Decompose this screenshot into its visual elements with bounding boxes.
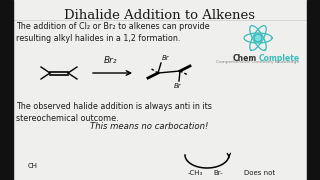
Text: The addition of Cl₂ or Br₂ to alkenes can provide
resulting alkyl halides in a 1: The addition of Cl₂ or Br₂ to alkenes ca… <box>16 22 210 43</box>
Circle shape <box>254 34 262 42</box>
Text: This means no carbocation!: This means no carbocation! <box>90 122 208 131</box>
Text: -CH₃: -CH₃ <box>188 170 203 176</box>
Text: Does not: Does not <box>244 170 276 176</box>
Text: Br₂: Br₂ <box>104 56 118 65</box>
Circle shape <box>255 35 260 40</box>
Text: CH: CH <box>28 163 38 169</box>
Text: Dihalide Addition to Alkenes: Dihalide Addition to Alkenes <box>65 9 255 22</box>
Text: Chem: Chem <box>233 54 257 63</box>
Text: Br: Br <box>174 83 182 89</box>
Bar <box>307 0 320 180</box>
Bar <box>0 0 13 180</box>
Text: The observed halide addition is always anti in its
stereochemical outcome.: The observed halide addition is always a… <box>16 102 212 123</box>
Text: Br-: Br- <box>213 170 223 176</box>
Text: Complete: Complete <box>259 54 300 63</box>
Text: Comprehensive Chemistry Knowledge: Comprehensive Chemistry Knowledge <box>216 60 300 64</box>
Text: Br: Br <box>162 55 170 61</box>
